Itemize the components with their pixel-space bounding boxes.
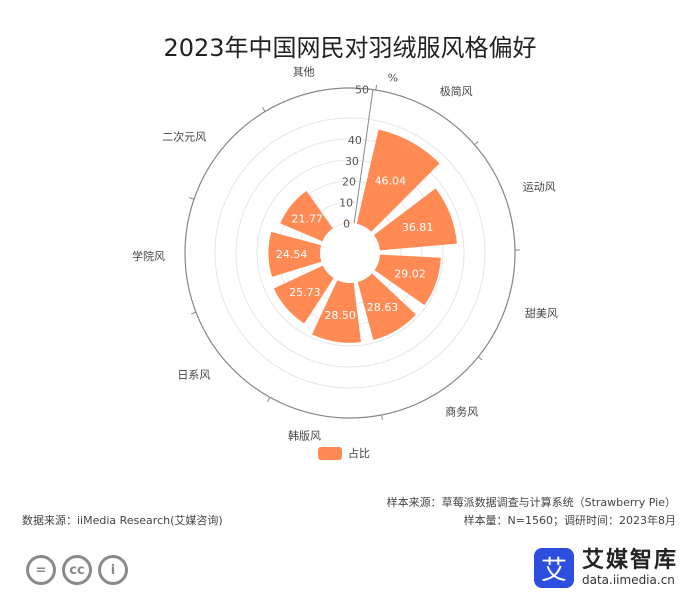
bar-学院风: [268, 231, 322, 277]
angle-tick: [267, 397, 271, 402]
axis-layer: 0 10 20 30 40 50%: [184, 71, 520, 420]
bar-商务风: [357, 273, 416, 341]
bar-甜美风: [374, 254, 441, 306]
outer-ring: [184, 87, 516, 419]
legend[interactable]: 占比: [318, 445, 370, 461]
value-label: 21.77: [291, 212, 323, 225]
category-label: 极简风: [440, 84, 473, 98]
value-label: 28.50: [324, 309, 356, 322]
bar-运动风: [373, 188, 457, 251]
value-label: 24.54: [276, 248, 308, 261]
legend-swatch: [318, 446, 342, 460]
sample-size: 样本量：N=1560；调研时间：2023年8月: [463, 514, 676, 527]
angle-tick: [477, 356, 483, 361]
sample-source: 样本来源：草莓派数据调查与计算系统（Strawberry Pie）: [386, 496, 676, 509]
bar-韩版风: [312, 280, 361, 343]
radial-tick-label: 40: [348, 134, 362, 147]
cc-icon: cc: [62, 555, 92, 585]
category-label: 学院风: [132, 249, 165, 263]
value-label: 46.04: [375, 174, 407, 187]
labels-layer: 46.04 极简风 36.81 运动风 29.02 甜美风 28.63 商务风 28.50 韩版风…: [132, 65, 558, 442]
radial-tick-label: 50: [355, 84, 369, 97]
category-label: 商务风: [445, 405, 478, 419]
category-label: 韩版风: [288, 429, 321, 443]
angle-tick: [380, 414, 383, 420]
bars-layer: [268, 129, 457, 343]
data-source: 数据来源：iiMedia Research(艾媒咨询): [22, 514, 223, 527]
category-label: 甜美风: [525, 307, 558, 320]
chart-title: 2023年中国网民对羽绒服风格偏好: [163, 34, 537, 62]
radial-tick-label: 20: [342, 176, 356, 189]
grid-circle: [256, 159, 444, 347]
radial-tick-label: 10: [339, 196, 353, 209]
brand-mark: 艾: [533, 548, 574, 588]
polar-bar-chart: 46.04 极简风 36.81 运动风 29.02 甜美风 28.63 商务风 28.50 韩版风…: [132, 65, 558, 442]
radial-tick-label: 30: [345, 155, 359, 168]
angle-tick: [189, 197, 195, 200]
bar-二次元风: [280, 190, 333, 242]
bar-其他: [336, 222, 353, 227]
brand-logo: 艾 艾媒智库 data.iimedia.cn: [533, 548, 678, 588]
brand-url: data.iimedia.cn: [581, 573, 675, 587]
license-icons: = cc i: [26, 555, 128, 585]
value-label: 28.63: [367, 301, 399, 314]
bar-极简风: [356, 129, 440, 232]
radial-tick-label: 0: [343, 217, 350, 230]
angle-tick: [262, 107, 266, 112]
radial-axis-line: [353, 89, 374, 224]
category-label: 日系风: [177, 368, 210, 381]
person-icon: i: [98, 555, 128, 585]
category-label: 其他: [293, 65, 315, 78]
category-label: 二次元风: [162, 130, 206, 144]
angle-tick: [375, 85, 378, 91]
value-label: 25.73: [289, 286, 321, 299]
grid-circle: [235, 138, 465, 368]
category-label: 运动风: [523, 181, 556, 194]
angle-tick: [474, 141, 479, 146]
brand-name: 艾媒智库: [581, 548, 678, 573]
angle-tick: [191, 311, 197, 315]
value-label: 0.13: [330, 206, 355, 219]
value-label: 29.02: [394, 268, 426, 281]
grid-circle: [214, 117, 486, 389]
legend-label: 占比: [348, 447, 370, 460]
equal-icon: =: [26, 555, 56, 585]
radial-unit-label: %: [388, 71, 398, 84]
value-label: 36.81: [402, 221, 434, 234]
bar-日系风: [273, 265, 334, 324]
